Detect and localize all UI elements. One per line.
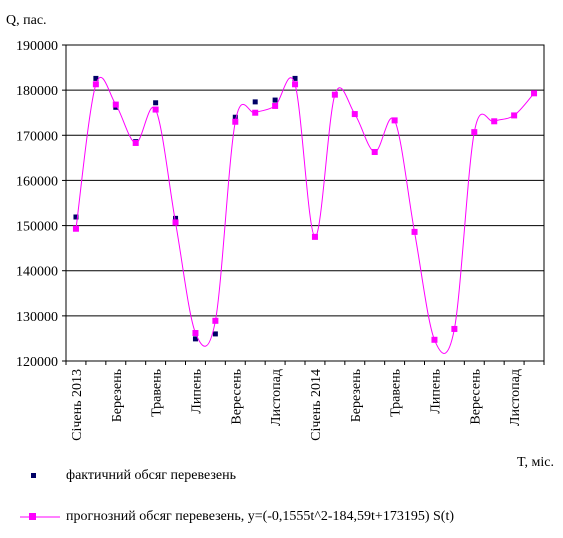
actual-point <box>192 336 198 342</box>
y-tick-label: 120000 <box>16 355 58 370</box>
forecast-point <box>92 81 99 88</box>
legend-label-forecast: прогнозний обсяг перевезень, y=(-0,1555t… <box>66 509 454 524</box>
chart: 120000 130000 140000 150000 160000 170000 1800… <box>6 13 554 470</box>
x-tick-label: Травень <box>389 369 404 417</box>
forecast-point <box>471 129 478 136</box>
x-axis-label: T, міс. <box>517 455 554 470</box>
forecast-point <box>272 102 279 109</box>
forecast-point <box>391 117 398 124</box>
forecast-point <box>212 317 219 324</box>
forecast-point <box>252 109 259 116</box>
actual-point <box>292 75 298 81</box>
forecast-point <box>451 325 458 332</box>
x-tick-label: Листопад <box>269 369 284 426</box>
y-tick-label: 140000 <box>16 265 58 280</box>
actual-point <box>93 75 99 81</box>
forecast-point <box>511 112 518 119</box>
forecast-point <box>351 111 358 118</box>
x-tick-label: Вересень <box>468 369 483 425</box>
x-tick-label: Травень <box>150 369 165 417</box>
forecast-point <box>311 233 318 240</box>
forecast-point <box>292 81 299 88</box>
y-tick-label: 160000 <box>16 174 58 189</box>
x-tick-label: Вересень <box>229 369 244 425</box>
forecast-point <box>112 101 119 108</box>
forecast-point <box>431 336 438 343</box>
grid-lines <box>66 89 544 317</box>
forecast-point <box>232 118 239 125</box>
y-tick-label: 180000 <box>16 84 58 99</box>
legend-swatch-forecast <box>20 510 60 524</box>
forecast-point <box>531 90 538 97</box>
y-tick-label: 190000 <box>16 39 58 54</box>
forecast-point <box>72 225 79 232</box>
actual-point <box>212 331 218 337</box>
actual-point <box>73 214 79 220</box>
x-tick-label: Липень <box>189 369 204 414</box>
x-tick-label: Листопад <box>508 369 523 426</box>
x-tick-label: Січень 2013 <box>70 369 85 441</box>
y-tick-label: 130000 <box>16 310 58 325</box>
y-axis-ticks: 120000 130000 140000 150000 160000 170000 1800… <box>16 39 66 370</box>
y-tick-label: 170000 <box>16 129 58 144</box>
plot-area <box>65 44 545 362</box>
x-tick-label: Січень 2014 <box>309 369 324 441</box>
forecast-point <box>331 91 338 98</box>
forecast-point <box>192 330 199 337</box>
legend-swatch-actual <box>20 469 60 483</box>
legend-item-forecast: прогнозний обсяг перевезень, y=(-0,1555t… <box>20 509 454 525</box>
forecast-point <box>172 219 179 226</box>
x-axis-ticks: Січень 2013 Березень Травень Липень Вересень… <box>65 361 545 441</box>
forecast-point <box>491 118 498 125</box>
actual-point <box>272 97 278 103</box>
forecast-point <box>371 148 378 155</box>
actual-point <box>153 100 159 106</box>
forecast-point <box>152 106 159 113</box>
x-tick-label: Березень <box>349 369 364 422</box>
x-tick-label: Березень <box>110 369 125 422</box>
forecast-point <box>132 139 139 146</box>
y-tick-label: 150000 <box>16 220 58 235</box>
series-layer <box>72 75 538 354</box>
legend-label-actual: фактичний обсяг перевезень <box>66 468 237 483</box>
y-axis-label: Q, пас. <box>6 13 47 28</box>
x-tick-label: Липень <box>428 369 443 414</box>
actual-point <box>252 99 258 105</box>
legend-item-actual: фактичний обсяг перевезень <box>20 468 236 484</box>
forecast-point <box>411 228 418 235</box>
actual-point <box>232 114 238 120</box>
actual-point <box>173 215 179 221</box>
